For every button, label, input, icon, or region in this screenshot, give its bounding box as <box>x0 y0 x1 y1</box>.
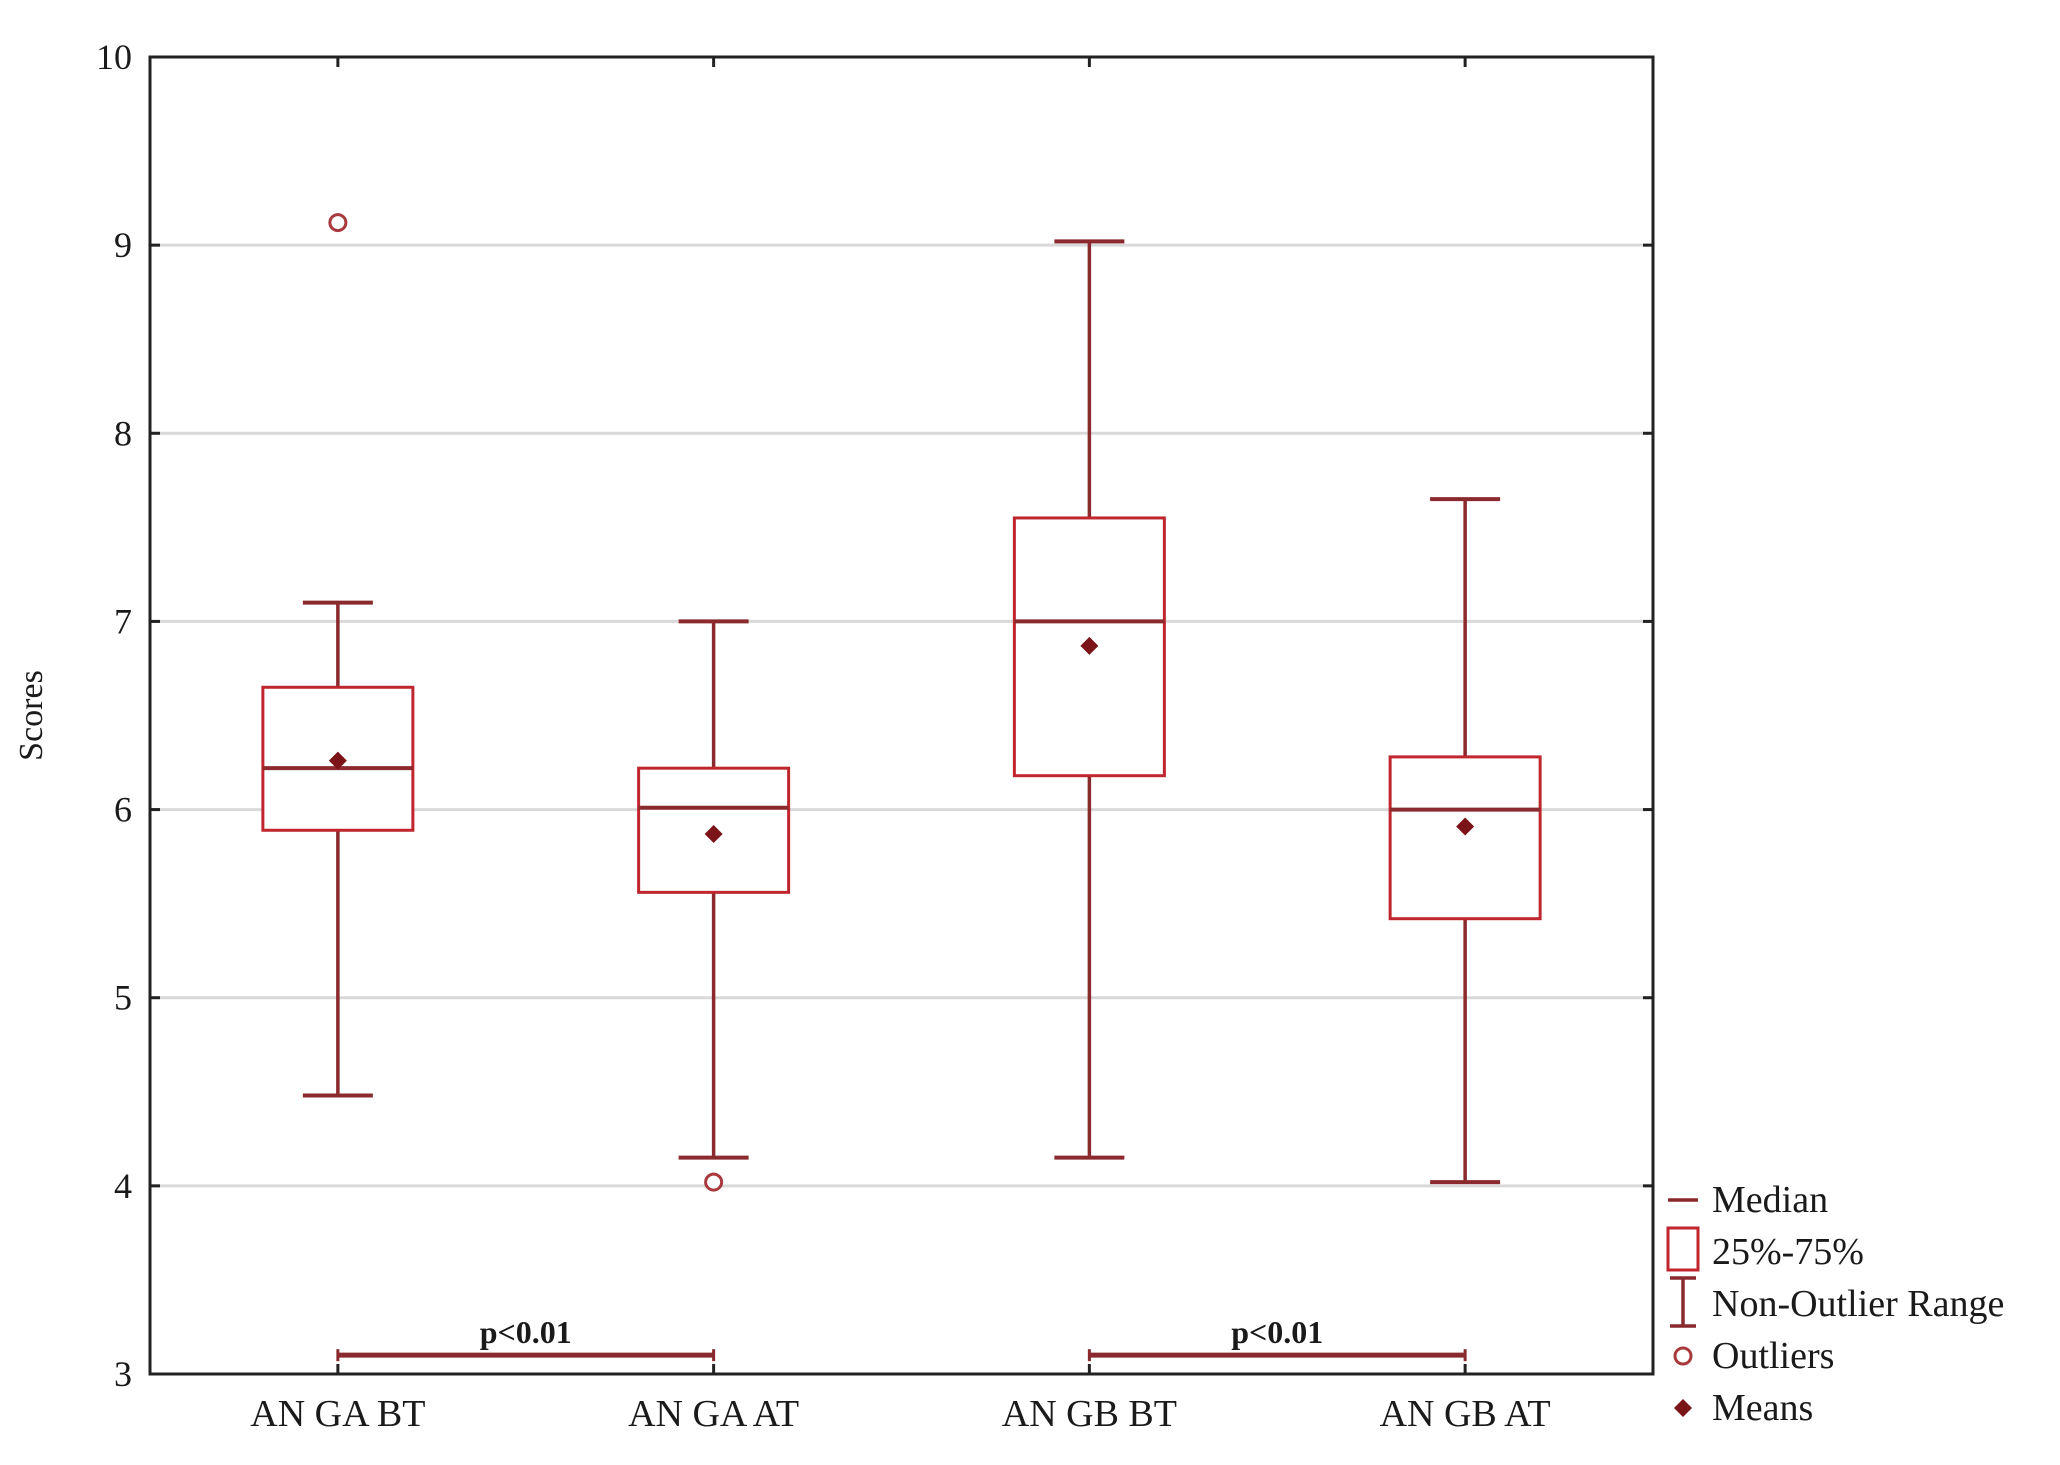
legend-label: 25%-75% <box>1712 1231 1864 1273</box>
significance-label: p<0.01 <box>1231 1314 1323 1350</box>
legend-label: Means <box>1712 1387 1813 1429</box>
mean-marker <box>328 751 347 770</box>
y-tick-label: 5 <box>114 978 132 1018</box>
y-tick-label: 10 <box>96 37 132 77</box>
x-category-label: AN GA BT <box>250 1393 425 1435</box>
y-tick-label: 4 <box>114 1166 132 1206</box>
legend-outlier-symbol <box>1673 1346 1693 1366</box>
y-tick-label: 3 <box>114 1354 132 1394</box>
legend-label: Median <box>1712 1179 1828 1221</box>
mean-marker <box>1456 817 1475 836</box>
y-tick-label: 8 <box>114 413 132 453</box>
mean-marker <box>1080 636 1099 655</box>
outlier-point <box>704 1172 724 1192</box>
x-category-label: AN GB AT <box>1380 1393 1551 1435</box>
significance-label: p<0.01 <box>480 1314 572 1350</box>
legend-label: Non-Outlier Range <box>1712 1283 2004 1325</box>
y-tick-label: 9 <box>114 225 132 265</box>
plot-frame <box>148 55 1655 1376</box>
y-tick-label: 7 <box>114 601 132 641</box>
legend-label: Outliers <box>1712 1335 1834 1377</box>
y-axis-label: Scores <box>13 670 50 761</box>
legend-mean-symbol <box>1674 1399 1692 1417</box>
legend-box-symbol <box>1666 1226 1700 1272</box>
y-tick-label: 6 <box>114 790 132 830</box>
x-category-label: AN GB BT <box>1002 1393 1177 1435</box>
outlier-point <box>328 213 348 233</box>
mean-marker <box>704 825 723 844</box>
iqr-box <box>1388 755 1542 921</box>
x-category-label: AN GA AT <box>628 1393 799 1435</box>
